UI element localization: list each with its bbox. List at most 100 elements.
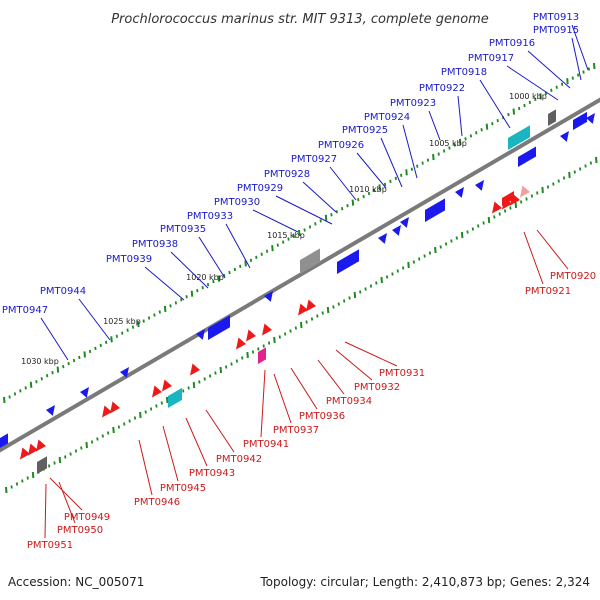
ruler-dot [536,191,539,195]
ruler-dot [335,210,338,214]
ruler-dot [308,225,312,229]
ruler-dot [460,231,464,239]
ruler-dot [131,325,135,329]
gene-label-pmt0927: PMT0927 [291,154,337,165]
genome-title: Prochlorococcus marinus str. MIT 9313, c… [111,12,489,27]
ruler-dot [99,343,102,347]
ruler-dot [298,229,301,237]
gene-label-pmt0933: PMT0933 [187,211,233,222]
ruler-dot [196,289,199,293]
gene-labels: PMT0913 PMT0915 PMT0916 PMT0917 PMT0918 PMT09… [2,12,596,551]
ruler-dot [10,485,13,489]
gene-label-pmt0920: PMT0920 [550,271,596,282]
ruler-dot [276,243,279,247]
ruler-dot [458,138,462,145]
ruler-dot [294,326,298,330]
ruler-dot [244,260,247,267]
ruler-dot [15,482,19,486]
ruler-dot [573,170,576,174]
ruler-dot [482,221,485,225]
ruler-dot [464,137,467,141]
ruler-dot [85,441,88,449]
outer-ruler-dots [3,62,596,404]
gene-label-pmt0949: PMT0949 [64,512,110,523]
ruler-dot [423,254,426,258]
ruler-dot [74,449,78,453]
gene-label-pmt0942: PMT0942 [216,454,262,465]
ruler-dot [568,171,571,179]
ruler-dot [412,260,416,264]
ruler-dot [289,329,292,333]
forward-gene-arrow [475,180,484,191]
leader-line [329,166,357,201]
ruler-dot [552,182,555,186]
forward-gene-arrow [120,367,129,378]
ruler-dot [557,179,560,183]
ruler-dot [64,455,67,459]
ruler-dot [219,366,223,374]
gene-label-pmt0950: PMT0950 [57,525,103,536]
gene-block [573,111,587,130]
ruler-dot [353,291,357,299]
ruler-dot [555,85,558,89]
ruler-dot [228,270,231,275]
scale-tick-label: 1010 kbp [349,185,387,194]
ruler-dot [160,401,163,405]
ruler-dot [380,276,383,284]
reverse-gene-arrow [246,329,256,342]
ruler-dot [117,425,121,429]
ruler-dot [107,431,110,435]
scale-tick-labels: 1000 kbp 1005 kbp 1010 kbp 1015 kbp 1020 kbp… [21,92,547,366]
gene-label-pmt0943: PMT0943 [189,468,235,479]
leader-line [205,409,235,453]
ruler-dot [416,164,419,168]
leader-line [380,137,403,188]
ruler-dot [389,179,392,184]
ruler-dot [528,100,532,105]
leader-line [428,110,441,141]
ruler-dot [512,108,516,115]
ruler-dot [78,355,81,360]
ruler-dot [201,286,204,290]
leader-line [44,483,47,539]
scale-tick-label: 1025 kbp [103,317,141,326]
ruler-dot [225,365,228,369]
ruler-dot [90,440,94,444]
forward-gene-arrow [264,291,273,302]
ruler-dot [469,134,473,138]
ruler-dot [287,237,290,241]
leader-line [290,367,318,410]
ruler-dot [405,169,408,176]
ruler-dot [105,340,108,344]
ruler-dot [337,302,340,306]
forward-gene-arrow [80,387,89,398]
inner-ruler-dots [5,156,598,494]
ruler-dot [410,167,414,171]
ruler-dot [83,351,86,358]
gene-label-pmt0922: PMT0922 [419,83,465,94]
ruler-dot [67,361,70,366]
ruler-dot [174,301,178,305]
ruler-dot [149,407,153,411]
ruler-dot [560,82,564,86]
leader-line [317,359,345,395]
ruler-dot [24,386,27,390]
ruler-dot [343,299,346,303]
genome-backbone [0,97,600,453]
ruler-dot [326,306,330,314]
forward-gene-arrow [586,113,595,124]
genome-summary-text: Topology: circular; Length: 2,410,873 bp… [259,575,590,589]
ruler-dot [284,332,287,336]
ruler-dot [367,191,371,196]
scale-tick-label: 1000 kbp [509,92,547,101]
ruler-dot [282,240,285,244]
gene-label-pmt0929: PMT0929 [237,183,283,194]
ruler-dot [432,154,435,161]
ruler-dot [69,452,72,456]
ruler-dot [539,93,542,100]
rna-feature-block [300,248,320,274]
ruler-dot [169,304,172,308]
ruler-dot [330,213,333,217]
forward-gene-arrow [455,187,464,198]
gene-block [425,198,445,222]
